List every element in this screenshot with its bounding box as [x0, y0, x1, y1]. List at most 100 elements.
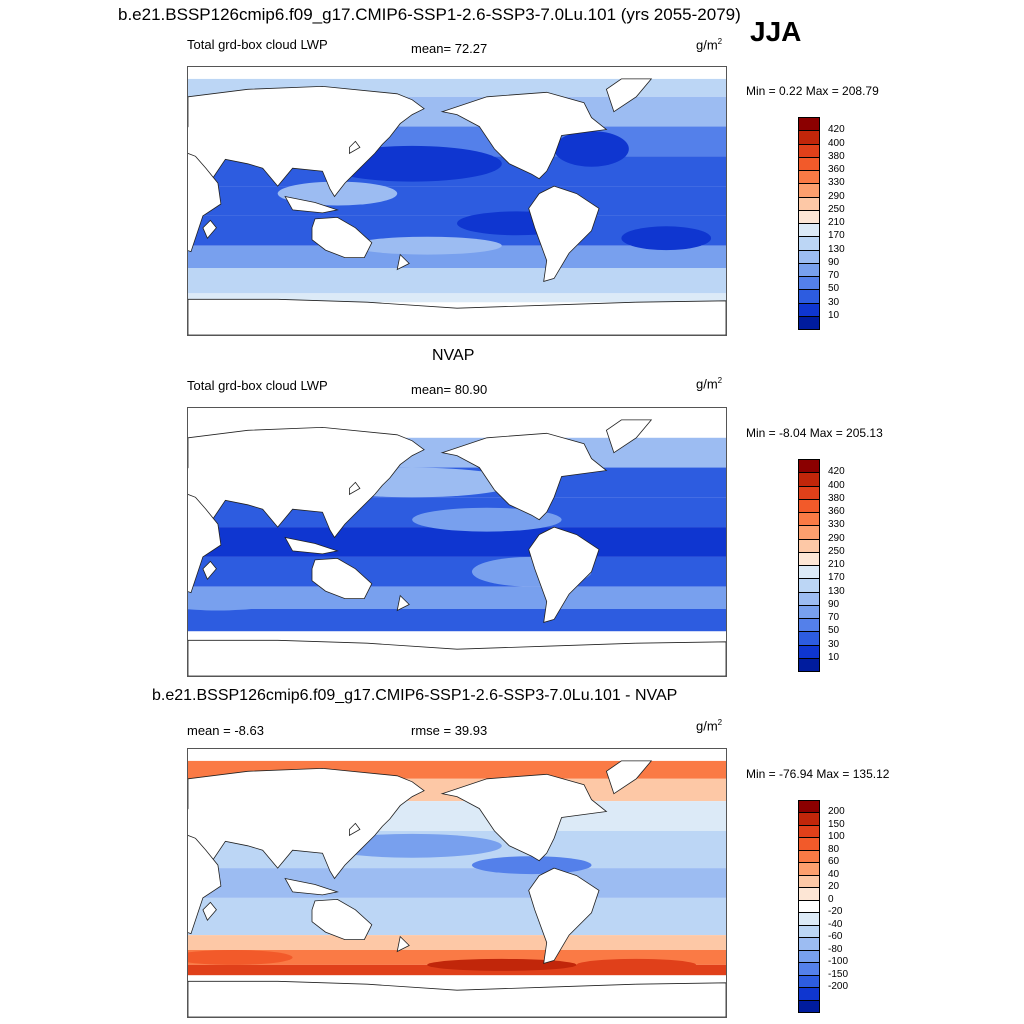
- colorbar-label: 90: [828, 598, 840, 610]
- colorbar-label: 200: [828, 806, 845, 818]
- panel3-map: [187, 748, 727, 1018]
- field-patch: [554, 131, 629, 167]
- field-band: [188, 186, 726, 216]
- colorbar-swatch: [798, 196, 820, 211]
- colorbar-swatch: [798, 183, 820, 198]
- land-antarcticaTop: [188, 639, 726, 676]
- colorbar-label: 80: [828, 843, 840, 855]
- colorbar-label: -20: [828, 906, 843, 918]
- field-band: [188, 586, 726, 609]
- colorbar-label: 290: [828, 532, 845, 544]
- land-japan: [348, 822, 361, 837]
- panel2-units: g/m2: [696, 376, 723, 392]
- panel3-title: b.e21.BSSP126cmip6.f09_g17.CMIP6-SSP1-2.…: [152, 687, 678, 704]
- colorbar-label: 70: [828, 270, 840, 281]
- panel3-units: g/m2: [696, 718, 723, 734]
- colorbar-swatch: [798, 912, 820, 926]
- colorbar-swatch: [798, 276, 820, 291]
- colorbar-label: 40: [828, 868, 840, 880]
- colorbar-label: 130: [828, 243, 845, 255]
- land-nz: [396, 935, 410, 953]
- colorbar-label: 130: [828, 585, 845, 597]
- colorbar-swatch: [798, 498, 820, 513]
- field-patch: [412, 507, 562, 532]
- panel1-minmax: Min = 0.22 Max = 208.79: [746, 84, 879, 98]
- land-greenland: [605, 760, 653, 795]
- colorbar-label: -100: [828, 956, 849, 968]
- colorbar-label: 10: [828, 651, 840, 663]
- panel1-mean-label: mean= 72.27: [411, 41, 488, 56]
- colorbar-label: 60: [828, 856, 840, 868]
- colorbar-label: 330: [828, 519, 845, 531]
- colorbar-swatch: [798, 987, 820, 1001]
- colorbar-swatch: [798, 631, 820, 646]
- field-patch: [188, 592, 278, 611]
- season-label: JJA: [750, 16, 802, 47]
- land-australia: [311, 898, 373, 941]
- colorbar-swatch: [798, 117, 820, 132]
- colorbar-label: 90: [828, 256, 840, 268]
- colorbar-label: -150: [828, 968, 849, 980]
- colorbar-swatch: [798, 604, 820, 619]
- field-band: [188, 975, 726, 985]
- colorbar-label: 10: [828, 309, 840, 321]
- colorbar-label: 50: [828, 625, 840, 637]
- field-patch: [352, 236, 502, 255]
- panel3-rmse-label: rmse = 39.93: [411, 723, 488, 738]
- land-antarcticaTop: [188, 980, 726, 1017]
- land-southAmerica: [528, 185, 600, 282]
- land-africa: [188, 834, 222, 935]
- panel1-units: g/m2: [696, 37, 723, 53]
- colorbar-label: 250: [828, 203, 845, 215]
- field-band: [188, 609, 726, 632]
- land-japan: [348, 140, 361, 155]
- colorbar-swatch: [798, 591, 820, 606]
- land-southAmerica: [528, 526, 600, 623]
- land-japan: [348, 481, 361, 496]
- colorbar-swatch: [798, 578, 820, 593]
- colorbar-label: 150: [828, 818, 845, 830]
- land-southAmerica: [528, 867, 600, 964]
- colorbar-swatch: [798, 525, 820, 540]
- colorbar-label: 70: [828, 612, 840, 623]
- colorbar-swatch: [798, 565, 820, 580]
- colorbar-label: 0: [828, 893, 834, 905]
- colorbar-swatch: [798, 236, 820, 251]
- colorbar-swatch: [798, 289, 820, 304]
- land-madagascar: [202, 901, 217, 921]
- colorbar-label: 30: [828, 296, 840, 308]
- colorbar-swatch: [798, 130, 820, 145]
- land-madagascar: [202, 560, 217, 580]
- field-band: [188, 556, 726, 587]
- colorbar-swatch: [798, 862, 820, 876]
- field-band: [188, 897, 726, 936]
- panel3-minmax: Min = -76.94 Max = 135.12: [746, 767, 890, 781]
- colorbar-label: 420: [828, 466, 845, 478]
- colorbar-swatch: [798, 459, 820, 474]
- field-patch: [471, 856, 592, 875]
- colorbar-swatch: [798, 209, 820, 224]
- colorbar-label: 400: [828, 137, 845, 149]
- colorbar-swatch: [798, 644, 820, 659]
- colorbar-label: 170: [828, 230, 845, 242]
- panel3-mean-label: mean = -8.63: [187, 723, 264, 738]
- colorbar-label: 420: [828, 124, 845, 136]
- colorbar-label: 360: [828, 164, 845, 175]
- colorbar-swatch: [798, 999, 820, 1013]
- field-patch: [427, 958, 577, 971]
- panel1-variable-label: Total grd-box cloud LWP: [187, 37, 328, 52]
- colorbar-swatch: [798, 618, 820, 633]
- land-greenland: [605, 419, 653, 454]
- colorbar-swatch: [798, 962, 820, 976]
- colorbar-swatch: [798, 887, 820, 901]
- land-greenland: [605, 78, 653, 113]
- colorbar-swatch: [798, 800, 820, 814]
- field-patch: [277, 181, 398, 206]
- field-patch: [576, 958, 697, 971]
- colorbar-swatch: [798, 824, 820, 839]
- field-band: [188, 527, 726, 557]
- colorbar-swatch: [798, 937, 820, 951]
- colorbar-label: -200: [828, 981, 849, 993]
- colorbar-label: 290: [828, 190, 845, 202]
- colorbar-swatch: [798, 262, 820, 277]
